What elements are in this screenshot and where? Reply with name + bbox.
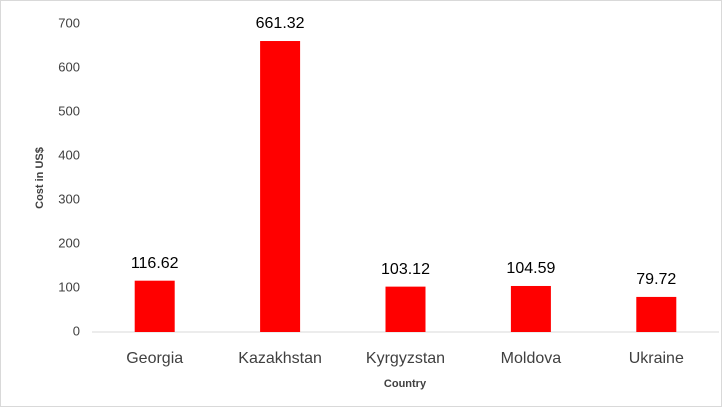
y-tick-label: 300 [58, 191, 80, 206]
x-axis-title: Country [384, 378, 427, 390]
bar [385, 286, 426, 332]
bar [134, 280, 175, 332]
x-tick-label: Georgia [126, 350, 183, 367]
y-tick-label: 200 [58, 235, 80, 250]
value-label: 79.72 [636, 271, 676, 288]
x-tick-label: Kazakhstan [238, 350, 322, 367]
y-tick-label: 600 [58, 59, 80, 74]
value-label: 116.62 [131, 255, 179, 272]
x-tick-label: Kyrgyzstan [366, 350, 445, 367]
x-tick-label: Moldova [501, 350, 562, 367]
y-tick-label: 500 [58, 103, 80, 118]
bar [260, 41, 301, 333]
bar [636, 296, 677, 332]
value-label: 661.32 [256, 15, 305, 32]
y-axis-title: Cost in US$ [34, 147, 46, 209]
y-tick-label: 400 [58, 147, 80, 162]
y-tick-label: 700 [58, 15, 80, 30]
value-label: 104.59 [506, 260, 555, 277]
y-tick-label: 0 [73, 323, 80, 338]
value-label: 103.12 [381, 261, 430, 278]
x-tick-label: Ukraine [629, 350, 684, 367]
bar [510, 285, 551, 332]
y-tick-label: 100 [58, 279, 80, 294]
